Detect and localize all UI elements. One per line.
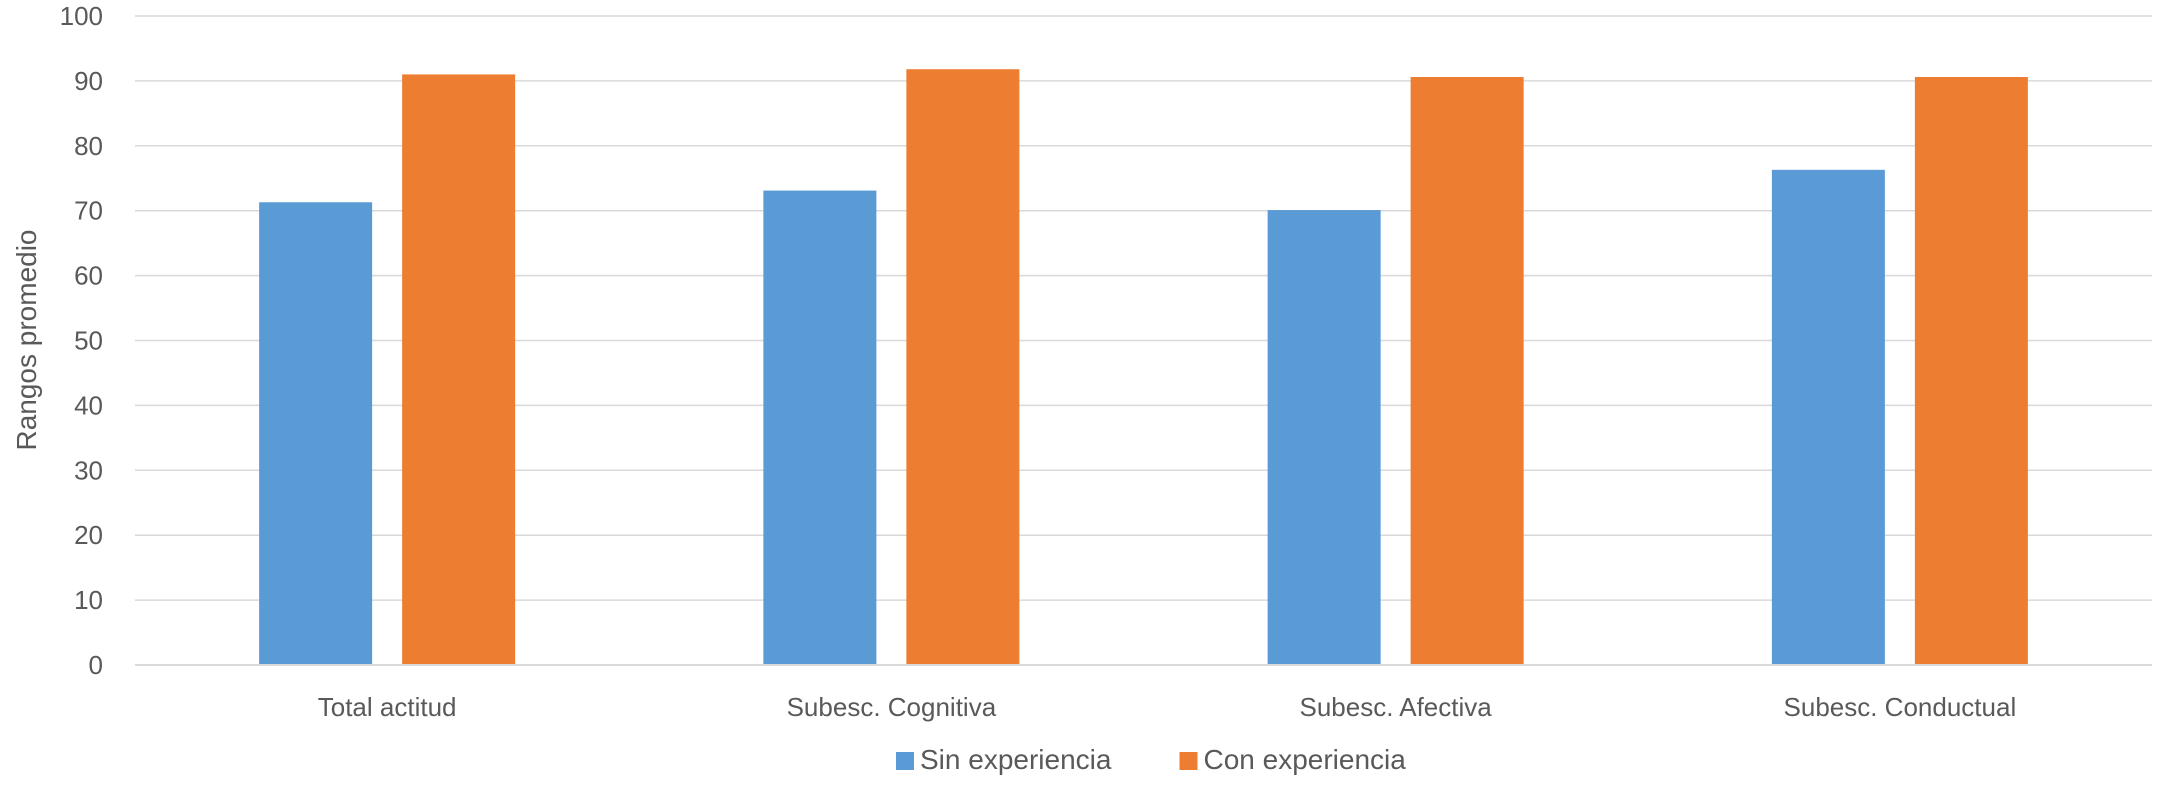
y-tick-label: 90 xyxy=(74,66,103,96)
bar-sin-experiencia xyxy=(1267,210,1381,665)
x-tick-label: Total actitud xyxy=(318,692,457,722)
legend-swatch xyxy=(896,752,914,770)
axes: 0 10 20 30 40 50 60 70 80 90 100 Total actitud Subes… xyxy=(60,1,2152,722)
bars xyxy=(259,69,2028,666)
x-tick-label: Subesc. Afectiva xyxy=(1300,692,1493,722)
y-tick-label: 30 xyxy=(74,455,103,485)
y-tick-label: 40 xyxy=(74,390,103,420)
bar-con-experiencia xyxy=(1914,77,2028,666)
y-tick-label: 10 xyxy=(74,585,103,615)
legend-label: Sin experiencia xyxy=(920,744,1112,775)
y-tick-label: 0 xyxy=(89,650,103,680)
y-tick-label: 80 xyxy=(74,131,103,161)
x-tick-label: Subesc. Conductual xyxy=(1784,692,2017,722)
x-tick-label: Subesc. Cognitiva xyxy=(787,692,997,722)
y-tick-label: 20 xyxy=(74,520,103,550)
legend-label: Con experiencia xyxy=(1204,744,1407,775)
bar-con-experiencia xyxy=(1410,77,1524,666)
legend-swatch xyxy=(1179,752,1198,770)
bar-con-experiencia xyxy=(402,74,516,665)
legend: Sin experiencia Con experiencia xyxy=(896,744,1406,775)
bar-sin-experiencia xyxy=(763,190,877,665)
y-tick-label: 50 xyxy=(74,326,103,356)
y-tick-label: 70 xyxy=(74,196,103,226)
y-tick-label: 60 xyxy=(74,261,103,291)
bar-con-experiencia xyxy=(906,69,1020,665)
bar-sin-experiencia xyxy=(259,202,373,665)
y-axis-title: Rangos promedio xyxy=(11,229,42,450)
y-tick-label: 100 xyxy=(60,1,103,31)
bar-sin-experiencia xyxy=(1771,169,1885,666)
